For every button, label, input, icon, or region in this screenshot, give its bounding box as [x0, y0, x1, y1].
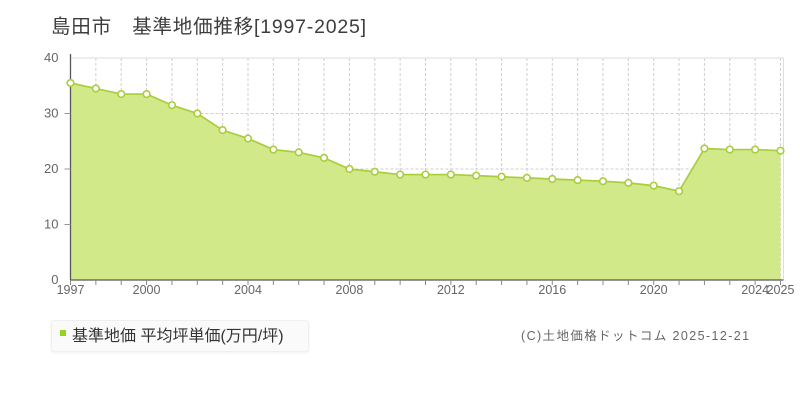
svg-text:2012: 2012 — [437, 283, 465, 297]
svg-text:2025: 2025 — [767, 283, 795, 297]
svg-text:2000: 2000 — [133, 283, 161, 297]
svg-text:2004: 2004 — [234, 283, 262, 297]
svg-text:2024: 2024 — [741, 283, 769, 297]
svg-text:2008: 2008 — [336, 283, 364, 297]
svg-text:40: 40 — [44, 50, 58, 65]
svg-text:10: 10 — [44, 217, 58, 232]
svg-text:1997: 1997 — [57, 283, 85, 297]
svg-text:2020: 2020 — [640, 283, 668, 297]
svg-text:30: 30 — [44, 106, 58, 121]
svg-text:2016: 2016 — [538, 283, 566, 297]
svg-text:20: 20 — [44, 161, 58, 176]
